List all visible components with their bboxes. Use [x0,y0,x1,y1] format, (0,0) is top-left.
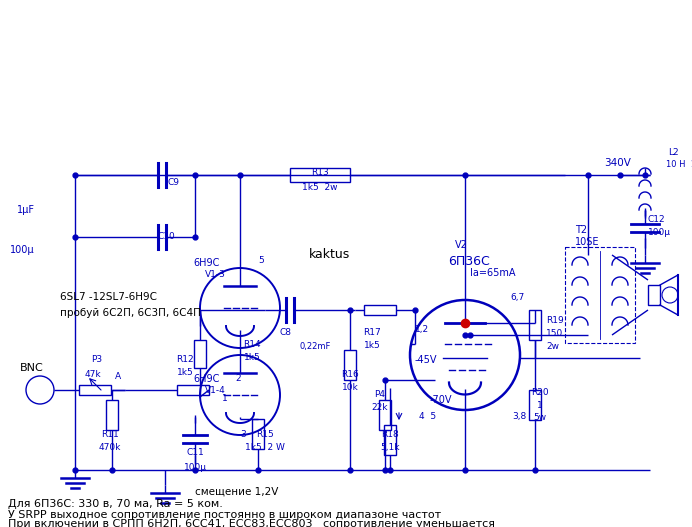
Bar [177,385,209,395]
Text: C12: C12 [648,215,666,224]
Text: R18: R18 [381,430,399,439]
Text: 470k: 470k [99,443,121,452]
Text: 47k: 47k [84,370,101,379]
Text: смещение 1,2V: смещение 1,2V [195,487,278,497]
Text: 5: 5 [258,256,264,265]
Bar [344,350,356,380]
Text: V1-3: V1-3 [205,270,226,279]
Text: V1-4: V1-4 [205,386,226,395]
Text: 6Н9C: 6Н9C [193,374,219,384]
Bar [529,390,541,420]
Bar [364,305,396,315]
Text: 1k5: 1k5 [363,341,381,350]
Text: 1k5: 1k5 [244,353,260,362]
Text: 6Н9C: 6Н9C [193,258,219,268]
Text: У SRPP выходное сопротивление постоянно в широком диапазоне частот: У SRPP выходное сопротивление постоянно … [8,510,441,520]
Text: 1k5: 1k5 [176,368,193,377]
Text: 100μ: 100μ [10,245,35,255]
Text: R13: R13 [311,168,329,177]
Text: 6П36C: 6П36C [448,255,490,268]
Text: R14: R14 [243,340,261,349]
Text: 0,22mF: 0,22mF [300,342,331,351]
Text: 1k5  2w: 1k5 2w [302,183,338,192]
Bar [648,285,660,305]
Text: R17: R17 [363,328,381,337]
Text: C9: C9 [167,178,179,187]
Text: C8: C8 [279,328,291,337]
Text: 4  5: 4 5 [419,412,437,421]
Text: 150: 150 [546,329,563,338]
Text: 10SE: 10SE [575,237,599,247]
Text: 100μ: 100μ [183,463,206,472]
Text: 100μ: 100μ [648,228,671,237]
Text: 10k: 10k [342,383,358,392]
Text: При включении в СРПП 6Н2П, 6CC41, ECC83,ECC803   сопротивление уменьшается: При включении в СРПП 6Н2П, 6CC41, ECC83,… [8,519,495,527]
Text: R16: R16 [341,370,359,379]
Bar [252,418,264,448]
Text: 3,8: 3,8 [512,412,526,421]
Bar [194,339,206,367]
Text: пробуй 6C2П, 6C3П, 6C4П: пробуй 6C2П, 6C3П, 6C4П [60,308,201,318]
Text: 340V: 340V [605,158,631,168]
Text: 2: 2 [235,374,241,383]
Text: 1μF: 1μF [17,205,35,215]
Text: R20: R20 [531,388,549,397]
Text: L2: L2 [668,148,679,157]
Text: 6SL7 -12SL7-6Н9C: 6SL7 -12SL7-6Н9C [60,292,157,302]
Bar [529,310,541,340]
Text: 5,1k: 5,1k [380,443,400,452]
Text: BNC: BNC [20,363,44,373]
Text: P3: P3 [91,355,102,364]
Text: R15: R15 [256,430,274,439]
Text: Для 6П36C: 330 в, 70 ма, Ra = 5 ком.: Для 6П36C: 330 в, 70 ма, Ra = 5 ком. [8,499,223,509]
Text: 1k5  2 W: 1k5 2 W [245,443,285,452]
Text: 22k: 22k [372,403,388,412]
Text: 1: 1 [537,401,543,410]
Text: V2: V2 [455,240,468,250]
Text: -45V: -45V [415,355,437,365]
Text: C11: C11 [186,448,204,457]
Bar [106,400,118,430]
Text: P4: P4 [374,390,385,399]
Bar [79,385,111,395]
Text: 1: 1 [222,394,228,403]
Bar [290,168,350,182]
Text: C10: C10 [157,232,175,241]
Text: 2w: 2w [546,342,559,351]
Bar [379,400,391,430]
Text: 6,7: 6,7 [510,293,525,302]
Text: 1,2: 1,2 [415,325,429,334]
Text: A: A [115,372,121,381]
Text: -70V: -70V [430,395,453,405]
Text: 3: 3 [240,430,246,439]
Text: R19: R19 [546,316,564,325]
Text: R11: R11 [101,430,119,439]
Bar [565,247,635,343]
Text: 5w: 5w [534,413,547,422]
Text: T2: T2 [575,225,587,235]
Bar [384,425,396,455]
Text: 10 H  120mA: 10 H 120mA [666,160,692,169]
Text: kaktus: kaktus [309,248,351,261]
Text: Ia=65mA: Ia=65mA [470,268,516,278]
Text: R12: R12 [176,355,194,364]
